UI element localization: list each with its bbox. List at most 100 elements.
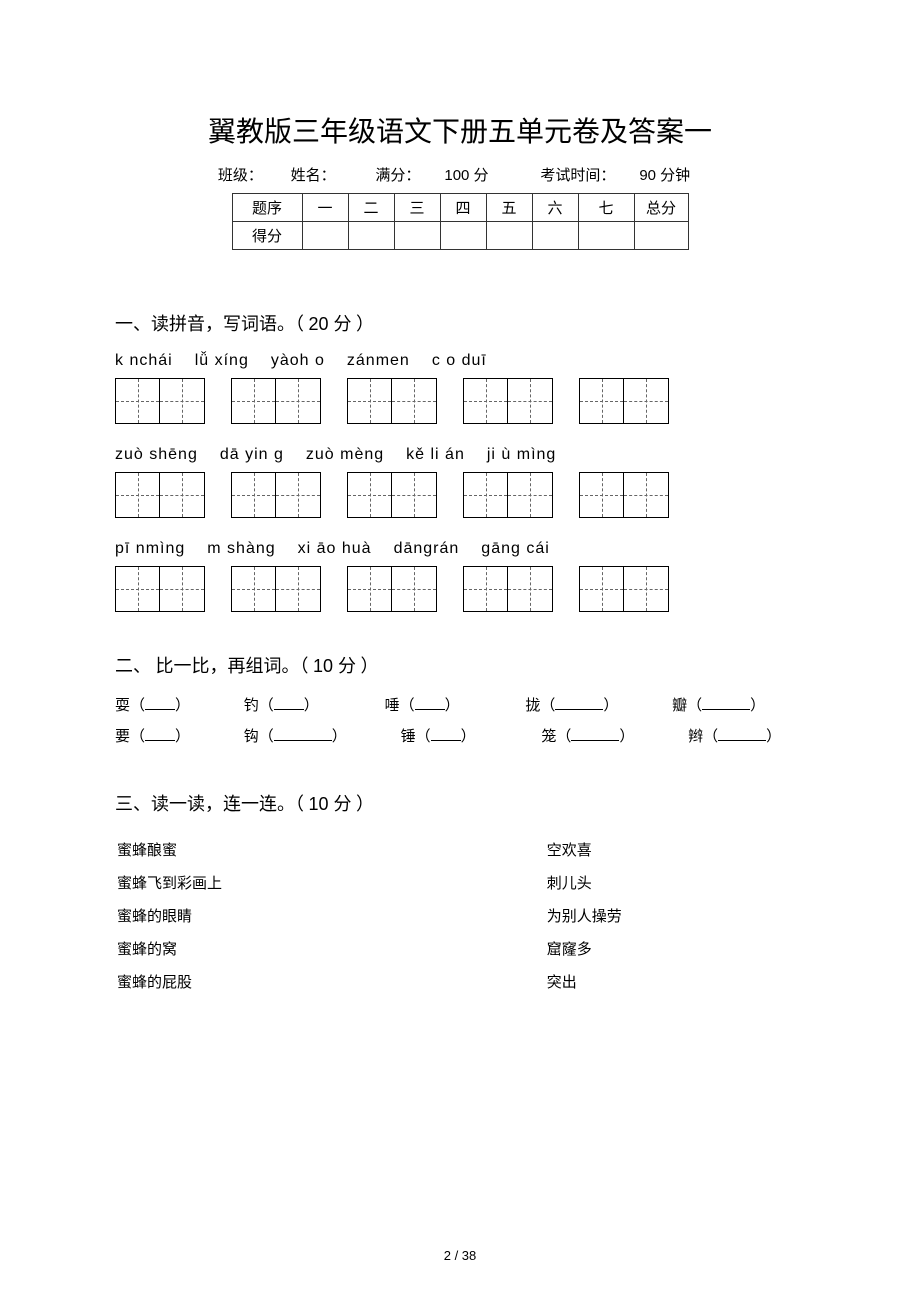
time-label: 考试时间：90 分钟 <box>528 168 702 184</box>
match-table: 蜜蜂酿蜜空欢喜蜜蜂飞到彩画上刺儿头蜜蜂的眼睛为别人操劳蜜蜂的窝窟窿多蜜蜂的屁股突… <box>115 832 805 999</box>
char-box-group <box>115 378 205 424</box>
char-box-group <box>231 566 321 612</box>
doc-title: 翼教版三年级语文下册五单元卷及答案一 <box>115 110 805 150</box>
char-cell <box>160 379 204 423</box>
char-cell <box>508 567 552 611</box>
pinyin-word: dā yin g <box>220 446 284 464</box>
pinyin-word: lǚ xíng <box>195 352 249 370</box>
name-label: 姓名： <box>291 168 336 184</box>
char-box-row <box>115 472 805 518</box>
match-right: 为别人操劳 <box>427 900 803 931</box>
char-box-group <box>347 472 437 518</box>
section2-heading: 二、 比一比，再组词。（ 10 分 ） <box>115 652 805 678</box>
match-right: 刺儿头 <box>427 867 803 898</box>
row-label: 题序 <box>232 194 302 222</box>
char-box-group <box>231 472 321 518</box>
full-label: 满分：100 分 <box>363 168 500 184</box>
char-cell <box>580 567 624 611</box>
pair-line-2: 要（） 钩（） 锤（） 笼（） 辫（） <box>115 725 805 746</box>
match-left: 蜜蜂的眼睛 <box>117 900 425 931</box>
score-table: 题序 一 二 三 四 五 六 七 总分 得分 <box>232 193 689 250</box>
char-box-group <box>579 566 669 612</box>
match-left: 蜜蜂的屁股 <box>117 966 425 997</box>
char-cell <box>232 379 276 423</box>
row-label: 得分 <box>232 222 302 250</box>
pinyin-word: c o duī <box>432 352 487 370</box>
pinyin-word: xi āo huà <box>298 540 372 558</box>
pair-line-1: 耍（） 钓（） 唾（） 拢（） 瓣（） <box>115 694 805 715</box>
char-box-group <box>463 566 553 612</box>
char-box-group <box>579 472 669 518</box>
char-box-group <box>463 472 553 518</box>
match-left: 蜜蜂的窝 <box>117 933 425 964</box>
pinyin-word: yàoh o <box>271 352 325 370</box>
char-cell <box>392 379 436 423</box>
char-cell <box>624 567 668 611</box>
pinyin-word: zuò shēng <box>115 446 198 464</box>
section1-body: k nchái lǚ xíng yàoh o zánmen c o duī zuò shē… <box>115 352 805 612</box>
class-label: 班级： <box>218 168 263 184</box>
col-head: 一 <box>302 194 348 222</box>
char-cell <box>116 473 160 517</box>
match-row: 蜜蜂酿蜜空欢喜 <box>117 834 803 865</box>
char-cell <box>276 473 320 517</box>
char-cell <box>348 567 392 611</box>
char-cell <box>276 379 320 423</box>
match-left: 蜜蜂酿蜜 <box>117 834 425 865</box>
score-cell <box>394 222 440 250</box>
score-cell <box>486 222 532 250</box>
col-head: 六 <box>532 194 578 222</box>
page-number: 2 / 38 <box>0 1248 920 1263</box>
char-box-group <box>115 566 205 612</box>
char-cell <box>276 567 320 611</box>
pinyin-word: zánmen <box>347 352 410 370</box>
pinyin-word: gāng cái <box>481 540 550 558</box>
score-cell <box>440 222 486 250</box>
char-cell <box>160 473 204 517</box>
section3-heading: 三、读一读，连一连。（ 10 分 ） <box>115 790 805 816</box>
char-cell <box>464 473 508 517</box>
char-cell <box>116 379 160 423</box>
char-box-group <box>463 378 553 424</box>
match-row: 蜜蜂飞到彩画上刺儿头 <box>117 867 803 898</box>
char-cell <box>580 473 624 517</box>
score-cell <box>348 222 394 250</box>
char-box-group <box>115 472 205 518</box>
pinyin-word: kě li án <box>406 446 465 464</box>
match-right: 突出 <box>427 966 803 997</box>
char-cell <box>464 567 508 611</box>
char-cell <box>392 567 436 611</box>
col-head: 四 <box>440 194 486 222</box>
char-box-group <box>347 566 437 612</box>
score-cell <box>578 222 634 250</box>
char-box-group <box>579 378 669 424</box>
col-head: 二 <box>348 194 394 222</box>
char-cell <box>116 567 160 611</box>
match-row: 蜜蜂的屁股突出 <box>117 966 803 997</box>
char-cell <box>232 567 276 611</box>
char-box-row <box>115 378 805 424</box>
pinyin-row: k nchái lǚ xíng yàoh o zánmen c o duī <box>115 352 805 370</box>
pinyin-word: k nchái <box>115 352 173 370</box>
meta-row: 班级： 姓名： 满分：100 分 考试时间：90 分钟 <box>115 164 805 185</box>
match-row: 蜜蜂的眼睛为别人操劳 <box>117 900 803 931</box>
char-cell <box>464 379 508 423</box>
pinyin-word: m shàng <box>207 540 275 558</box>
char-cell <box>160 567 204 611</box>
pinyin-word: ji ù mìng <box>487 446 556 464</box>
match-right: 空欢喜 <box>427 834 803 865</box>
col-total: 总分 <box>634 194 688 222</box>
char-cell <box>624 379 668 423</box>
col-head: 七 <box>578 194 634 222</box>
char-cell <box>508 379 552 423</box>
char-box-group <box>231 378 321 424</box>
pinyin-word: pī nmìng <box>115 540 185 558</box>
score-cell <box>302 222 348 250</box>
section1-heading: 一、读拼音，写词语。（ 20 分 ） <box>115 310 805 336</box>
pinyin-row: zuò shēngdā yin gzuò mèngkě li ánji ù mì… <box>115 446 805 464</box>
score-cell <box>634 222 688 250</box>
match-left: 蜜蜂飞到彩画上 <box>117 867 425 898</box>
char-box-group <box>347 378 437 424</box>
match-row: 蜜蜂的窝窟窿多 <box>117 933 803 964</box>
col-head: 三 <box>394 194 440 222</box>
